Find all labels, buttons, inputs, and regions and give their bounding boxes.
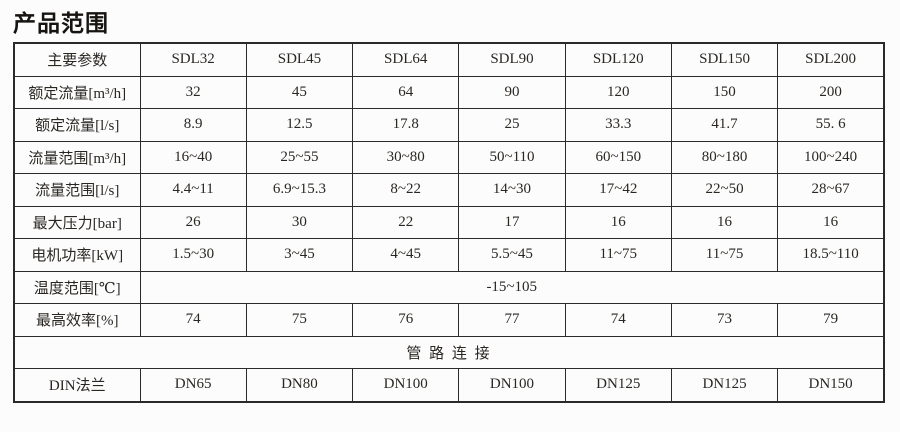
value-cell: 4~45 [352, 238, 460, 272]
value-cell: 12.5 [245, 108, 354, 142]
value-cell: 79 [777, 303, 885, 337]
model-header-cell: SDL64 [352, 42, 460, 77]
value-cell: 30 [245, 205, 354, 239]
row-label-cell: 额定流量[l/s] [13, 108, 141, 142]
value-cell: 150 [670, 75, 779, 109]
value-cell: 120 [564, 75, 672, 109]
model-header-cell: SDL200 [777, 42, 885, 77]
model-header-cell: SDL32 [139, 42, 247, 77]
value-cell: DN125 [564, 368, 672, 402]
row-label-cell: 电机功率[kW] [13, 238, 141, 272]
value-cell: DN150 [777, 368, 885, 402]
value-cell: 60~150 [564, 140, 672, 174]
value-cell: 76 [352, 303, 460, 337]
value-cell: 6.9~15.3 [245, 173, 354, 207]
table-row: 最大压力[bar] 26 30 22 17 16 16 16 [13, 205, 885, 239]
value-cell: 3~45 [245, 238, 354, 272]
value-cell: 8.9 [139, 108, 247, 142]
value-cell: 32 [139, 75, 247, 109]
value-cell: 64 [352, 75, 460, 109]
value-cell: 14~30 [458, 173, 566, 207]
model-header-cell: SDL150 [670, 42, 779, 77]
model-header-cell: SDL120 [564, 42, 672, 77]
value-cell: 16 [777, 205, 885, 239]
table-row: 电机功率[kW] 1.5~30 3~45 4~45 5.5~45 11~75 11~75 18… [13, 238, 885, 272]
row-label-cell: 流量范围[m³/h] [13, 140, 141, 174]
value-cell: 17.8 [352, 108, 460, 142]
value-cell: 77 [458, 303, 566, 337]
table-row: 管 路 连 接 [13, 335, 885, 369]
value-cell: 1.5~30 [139, 238, 247, 272]
table-row: DIN法兰 DN65 DN80 DN100 DN100 DN125 DN125 DN150 [13, 368, 885, 402]
value-cell: DN65 [139, 368, 247, 402]
value-cell: 73 [670, 303, 779, 337]
value-cell: 25 [458, 108, 566, 142]
value-cell: 17 [458, 205, 566, 239]
value-cell: 22~50 [670, 173, 779, 207]
value-cell: 80~180 [670, 140, 779, 174]
value-cell: DN100 [352, 368, 460, 402]
value-cell: 26 [139, 205, 247, 239]
value-cell: 30~80 [352, 140, 460, 174]
value-cell: 11~75 [564, 238, 672, 272]
value-cell: DN100 [458, 368, 566, 402]
value-cell: 74 [139, 303, 247, 337]
value-cell: 17~42 [564, 173, 672, 207]
value-cell: 5.5~45 [458, 238, 566, 272]
table-row: 流量范围[l/s] 4.4~11 6.9~15.3 8~22 14~30 17~42 22~… [13, 173, 885, 207]
product-range-table: 主要参数 SDL32 SDL45 SDL64 SDL90 SDL120 SDL150 SDL2… [13, 42, 885, 403]
value-cell: 18.5~110 [777, 238, 885, 272]
value-cell: 45 [245, 75, 354, 109]
row-label-cell: 流量范围[l/s] [13, 173, 141, 207]
value-cell: 8~22 [352, 173, 460, 207]
row-label-cell: DIN法兰 [13, 368, 141, 402]
value-cell: 90 [458, 75, 566, 109]
value-cell: 33.3 [564, 108, 672, 142]
value-cell: 41.7 [670, 108, 779, 142]
value-cell: DN80 [245, 368, 354, 402]
header-label-cell: 主要参数 [13, 42, 141, 77]
table-row: 最高效率[%] 74 75 76 77 74 73 79 [13, 303, 885, 337]
value-cell: 200 [777, 75, 885, 109]
value-cell: 25~55 [245, 140, 354, 174]
value-cell: 16 [564, 205, 672, 239]
section-header-cell: 管 路 连 接 [13, 335, 885, 369]
table-row: 额定流量[m³/h] 32 45 64 90 120 150 200 [13, 75, 885, 109]
value-cell: 11~75 [670, 238, 779, 272]
value-cell: 50~110 [458, 140, 566, 174]
value-cell: 100~240 [777, 140, 885, 174]
row-label-cell: 最大压力[bar] [13, 205, 141, 239]
table-row: 温度范围[℃] -15~105 [13, 270, 885, 304]
row-label-cell: 温度范围[℃] [13, 270, 141, 304]
row-label-cell: 额定流量[m³/h] [13, 75, 141, 109]
value-cell: DN125 [670, 368, 779, 402]
value-cell: 75 [245, 303, 354, 337]
value-cell: 16 [670, 205, 779, 239]
row-label-cell: 最高效率[%] [13, 303, 141, 337]
value-cell: 22 [352, 205, 460, 239]
table-row: 流量范围[m³/h] 16~40 25~55 30~80 50~110 60~150 80~… [13, 140, 885, 174]
span-value-cell: -15~105 [139, 270, 885, 304]
value-cell: 55. 6 [777, 108, 885, 142]
value-cell: 28~67 [777, 173, 885, 207]
page-title: 产品范围 [13, 10, 109, 36]
model-header-cell: SDL90 [458, 42, 566, 77]
header-row: 主要参数 SDL32 SDL45 SDL64 SDL90 SDL120 SDL150 SDL2… [13, 42, 885, 77]
model-header-cell: SDL45 [245, 42, 354, 77]
value-cell: 74 [564, 303, 672, 337]
table-row: 额定流量[l/s] 8.9 12.5 17.8 25 33.3 41.7 55. 6 [13, 108, 885, 142]
value-cell: 4.4~11 [139, 173, 247, 207]
value-cell: 16~40 [139, 140, 247, 174]
table-body: 额定流量[m³/h] 32 45 64 90 120 150 200 额定流量[l/s] 8.9 1… [13, 75, 885, 402]
